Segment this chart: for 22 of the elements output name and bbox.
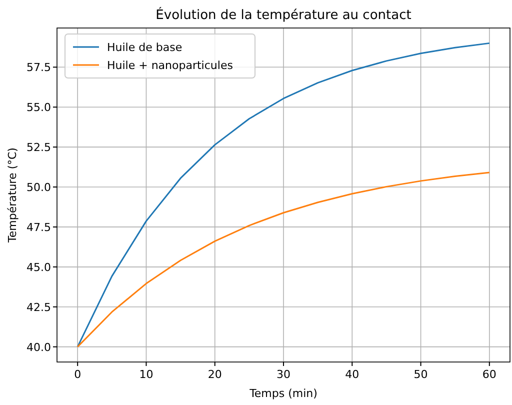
line-series	[76, 172, 490, 348]
x-tick-label: 30	[276, 368, 290, 381]
y-tick-label: 50.0	[26, 181, 51, 194]
y-axis-title: Température (°C)	[6, 148, 19, 244]
chart-title: Évolution de la température au contact	[156, 6, 412, 23]
y-tick-label: 47.5	[26, 220, 51, 234]
x-tick-label: 60	[482, 368, 496, 381]
x-tick-label: 50	[414, 368, 428, 381]
x-tick-label: 20	[208, 368, 222, 381]
x-axis-title: Temps (min)	[248, 387, 318, 400]
legend-label: Huile de base	[107, 41, 182, 54]
x-tick-label: 10	[139, 368, 154, 381]
x-tick-label: 0	[74, 368, 82, 381]
y-tick-label: 40.0	[26, 340, 51, 354]
y-tick-label: 42.5	[26, 300, 51, 314]
legend-label: Huile + nanoparticules	[107, 59, 234, 72]
line-series	[76, 42, 490, 348]
y-tick-label: 57.5	[26, 61, 51, 74]
y-tick-label: 45.0	[26, 260, 51, 274]
y-tick-label: 52.5	[26, 141, 51, 154]
x-tick-label: 40	[345, 368, 360, 381]
y-tick-label: 55.0	[26, 101, 51, 114]
